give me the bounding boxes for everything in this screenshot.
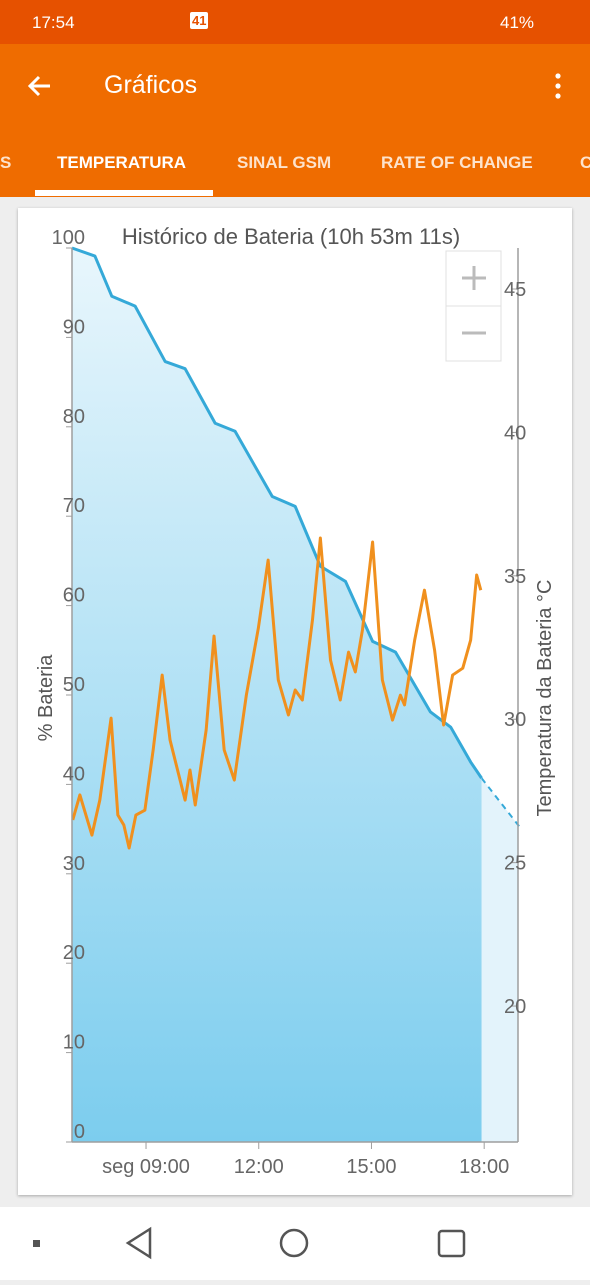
zoom-in[interactable] (462, 266, 486, 290)
y-tick-label: 10 (63, 1032, 85, 1054)
y-tick-label: 50 (63, 674, 85, 696)
y2-tick-label: 45 (504, 279, 526, 301)
chart: Histórico de Bateria (10h 53m 11s) % Bat… (35, 224, 556, 1178)
y2-tick-label: 35 (504, 566, 526, 588)
status-bar: 17:54 41 41% (0, 0, 590, 44)
y-tick-label: 70 (63, 495, 85, 517)
y-tick-label: 60 (63, 585, 85, 607)
time: 17:54 (32, 13, 75, 32)
tab[interactable]: RATE OF CHANGE (381, 153, 533, 172)
x-tick-label: 18:00 (459, 1156, 509, 1178)
y-tick-label: 0 (74, 1121, 85, 1143)
back-button[interactable] (26, 72, 54, 100)
nav-bar (0, 1207, 590, 1280)
zoom-controls (445, 250, 502, 362)
menu-button[interactable] (550, 72, 566, 100)
badge: 41 (190, 12, 209, 29)
y-tick-label: 30 (63, 853, 85, 875)
y2-tick-label: 25 (504, 853, 526, 875)
series-line (71, 246, 483, 779)
x-tick-label: seg 09:00 (102, 1156, 190, 1178)
y2-tick-label: 30 (504, 709, 526, 731)
battery: 41% (500, 13, 535, 32)
y-axis-label: % Bateria (35, 654, 57, 742)
projection-area (481, 778, 518, 1142)
y-tick-label: 20 (63, 942, 85, 964)
chart-title: Histórico de Bateria (10h 53m 11s) (122, 224, 460, 249)
x-tick-label: 12:00 (234, 1156, 284, 1178)
y2-tick-label: 40 (504, 422, 526, 444)
nav-buttons (33, 1226, 466, 1260)
nav-recents[interactable] (437, 1229, 466, 1258)
area (72, 248, 482, 1142)
app-bar: Gráficos (0, 44, 590, 197)
y-tick-label: 80 (63, 406, 85, 428)
tab[interactable]: C (580, 153, 590, 172)
series-line (71, 536, 483, 850)
nav-back[interactable] (125, 1226, 152, 1260)
tab[interactable]: S (0, 153, 12, 172)
nav-home[interactable] (279, 1228, 309, 1258)
x-tick-label: 15:00 (346, 1156, 396, 1178)
y-tick-label: 40 (63, 763, 85, 785)
y-tick-label: 90 (63, 316, 85, 338)
tab-indicator (35, 190, 213, 196)
y2-tick-label: 20 (504, 996, 526, 1018)
tab[interactable]: SINAL GSM (237, 153, 332, 172)
app-title: Gráficos (104, 71, 198, 99)
y-tick-label: 100 (52, 227, 85, 249)
tab[interactable]: TEMPERATURA (57, 153, 187, 172)
y2-axis-label: Temperatura da Bateria °C (534, 579, 556, 816)
